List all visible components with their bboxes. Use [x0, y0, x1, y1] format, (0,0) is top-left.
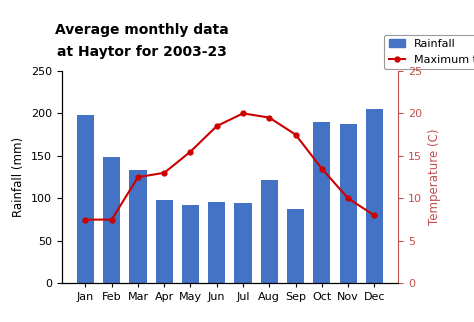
Bar — [103, 157, 120, 283]
Y-axis label: Rainfall (mm): Rainfall (mm) — [12, 137, 25, 217]
Bar — [77, 115, 94, 283]
Text: Average monthly data: Average monthly data — [55, 23, 229, 36]
Bar — [129, 170, 146, 283]
Text: at Haytor for 2003-23: at Haytor for 2003-23 — [57, 45, 227, 59]
Bar — [261, 180, 278, 283]
Y-axis label: Temperature (C): Temperature (C) — [428, 129, 440, 225]
Bar — [182, 205, 199, 283]
Bar — [287, 209, 304, 283]
Bar — [313, 122, 330, 283]
Legend: Rainfall, Maximum temperature: Rainfall, Maximum temperature — [384, 35, 474, 69]
Bar — [208, 202, 225, 283]
Bar — [235, 203, 252, 283]
Bar — [339, 124, 356, 283]
Bar — [366, 109, 383, 283]
Bar — [155, 200, 173, 283]
